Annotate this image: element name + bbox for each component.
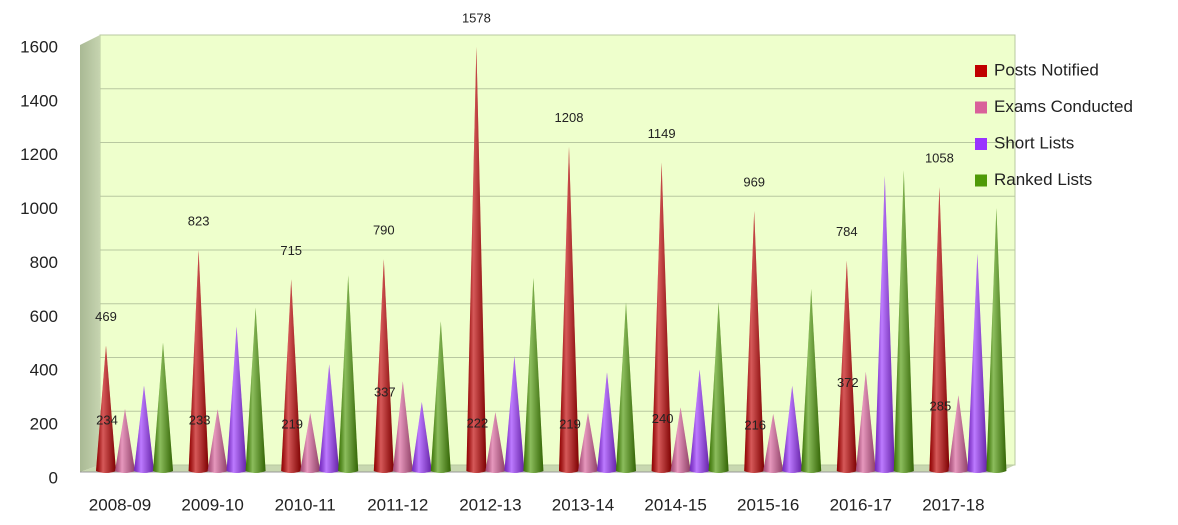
data-label: 823 xyxy=(188,214,210,229)
cone-shade xyxy=(948,395,969,473)
cone-shade xyxy=(207,409,228,473)
data-label: 222 xyxy=(467,416,489,431)
y-tick-label: 600 xyxy=(30,307,58,326)
cone-shade xyxy=(153,342,173,473)
cone-shade xyxy=(373,259,394,473)
legend-label: Ranked Lists xyxy=(994,170,1092,189)
cone-shade xyxy=(523,278,544,473)
y-tick-label: 800 xyxy=(30,253,58,272)
data-label: 784 xyxy=(836,224,858,239)
cone-shade xyxy=(801,288,822,473)
cone-shade xyxy=(744,210,765,473)
cone-shade xyxy=(893,170,914,474)
legend-swatch xyxy=(975,138,987,150)
cone-shade xyxy=(392,381,413,473)
x-tick-label: 2010-11 xyxy=(275,495,336,514)
data-label: 219 xyxy=(559,416,581,431)
data-label: 715 xyxy=(280,243,302,258)
data-label: 216 xyxy=(744,417,766,432)
x-tick-label: 2008-09 xyxy=(89,495,151,514)
cone-shade xyxy=(929,187,950,473)
cone-shade xyxy=(874,175,895,473)
cone-shade xyxy=(708,302,729,473)
cone-shade xyxy=(338,275,359,473)
data-label: 969 xyxy=(743,174,765,189)
y-tick-label: 1200 xyxy=(20,145,58,164)
cone-shade xyxy=(597,372,617,473)
x-tick-label: 2017-18 xyxy=(922,495,984,514)
cone-shade xyxy=(134,385,154,473)
y-tick-label: 400 xyxy=(30,361,58,380)
cone-shade xyxy=(411,401,432,473)
cone-shade xyxy=(689,369,710,473)
cone-shade xyxy=(559,146,579,473)
data-label: 372 xyxy=(837,375,859,390)
x-tick-label: 2015-16 xyxy=(737,495,799,514)
x-tick-label: 2011-12 xyxy=(367,495,428,514)
data-label: 240 xyxy=(652,411,674,426)
cone-shade xyxy=(430,321,451,473)
cone-shade xyxy=(670,407,691,473)
data-label: 1058 xyxy=(925,150,954,165)
cone-shade xyxy=(986,208,1007,473)
cone-shade xyxy=(188,250,209,473)
cone-shade xyxy=(245,307,266,473)
data-label: 790 xyxy=(373,223,395,238)
cone-shade xyxy=(115,408,135,473)
cone-shade xyxy=(616,302,636,473)
x-tick-label: 2013-14 xyxy=(552,495,614,514)
x-tick-label: 2012-13 xyxy=(459,495,521,514)
legend-swatch xyxy=(975,65,987,77)
side-wall xyxy=(80,35,100,472)
cone-shade xyxy=(651,162,672,473)
legend-swatch xyxy=(975,174,987,187)
cone-shade xyxy=(967,253,988,473)
data-label: 233 xyxy=(189,413,211,428)
data-label: 285 xyxy=(930,399,952,414)
data-label: 469 xyxy=(95,309,117,324)
y-tick-label: 200 xyxy=(30,415,58,434)
cone-shade xyxy=(578,413,598,473)
cone-shade xyxy=(855,371,876,473)
data-label: 337 xyxy=(374,385,396,400)
legend-label: Exams Conducted xyxy=(994,97,1133,116)
data-label: 1149 xyxy=(648,126,676,141)
cone-shade xyxy=(300,413,321,473)
cone-shade xyxy=(96,345,116,473)
legend-label: Posts Notified xyxy=(994,60,1099,79)
cone-shade xyxy=(836,260,857,473)
data-label: 1208 xyxy=(555,110,584,125)
y-tick-label: 1400 xyxy=(20,91,58,110)
x-tick-label: 2014-15 xyxy=(644,495,706,514)
cone-shade xyxy=(319,364,340,473)
cone-shade xyxy=(763,413,784,473)
data-label: 234 xyxy=(96,412,118,427)
legend-swatch xyxy=(975,101,987,114)
y-tick-label: 1600 xyxy=(20,37,58,56)
y-tick-label: 0 xyxy=(49,468,58,487)
y-tick-label: 1000 xyxy=(20,199,58,218)
data-label: 1578 xyxy=(462,10,491,25)
cone-shade xyxy=(466,46,487,474)
data-label: 219 xyxy=(281,416,303,431)
cone-shade xyxy=(281,279,302,473)
cone-shade xyxy=(782,385,803,473)
cone-shade xyxy=(226,326,247,473)
x-tick-label: 2009-10 xyxy=(181,495,243,514)
x-tick-label: 2016-17 xyxy=(830,495,892,514)
legend-label: Short Lists xyxy=(994,133,1074,152)
cone-shade xyxy=(485,412,506,473)
cone-shade xyxy=(504,356,525,473)
